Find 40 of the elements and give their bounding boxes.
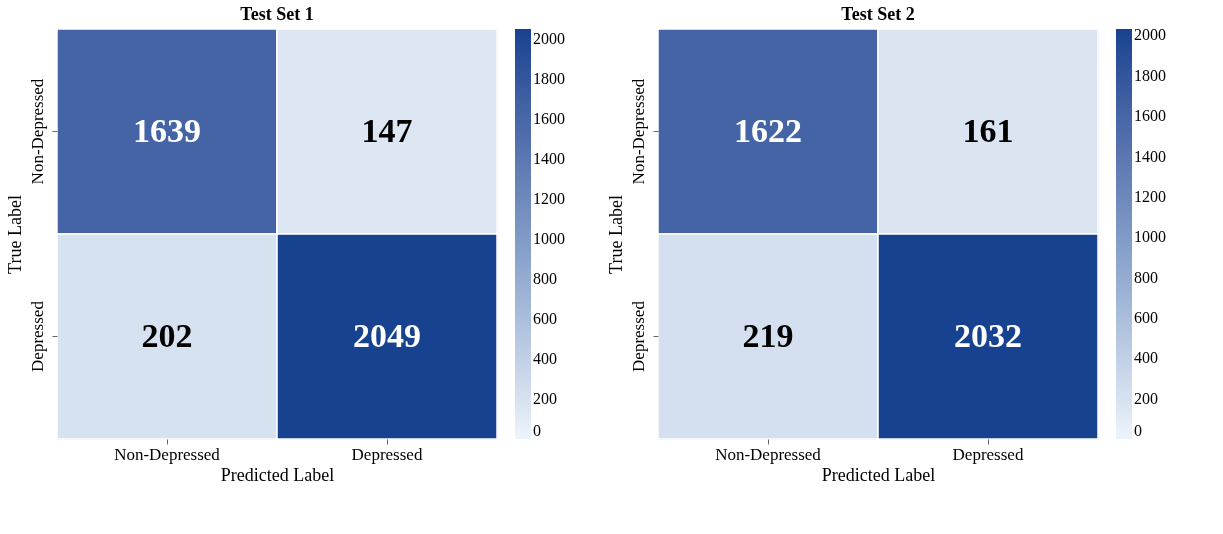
color-bar-label: 400 <box>1134 349 1158 367</box>
color-bar-label: 0 <box>533 422 541 439</box>
color-bar-label: 0 <box>1134 422 1142 439</box>
x-tick-label: Depressed <box>952 444 1024 464</box>
x-axis-title: Predicted Label <box>220 464 335 485</box>
x-tick-label: Non-Depressed <box>715 444 822 464</box>
data-label: 147 <box>361 111 413 149</box>
x-tick-label: Non-Depressed <box>114 444 221 464</box>
chart-title: Test Set 1 <box>240 4 314 25</box>
color-bar-label: 600 <box>533 309 557 327</box>
y-axis-title: True Label <box>4 195 25 274</box>
color-bar-label: 800 <box>533 269 557 287</box>
color-bar-label: 800 <box>1134 268 1158 286</box>
color-bar-label: 2000 <box>1134 26 1166 44</box>
color-bar-label: 1200 <box>1134 187 1166 205</box>
x-axis-title: Predicted Label <box>821 464 936 485</box>
data-label: 2032 <box>954 316 1022 354</box>
color-bar-label: 1400 <box>1134 147 1166 165</box>
color-bar-label: 1600 <box>533 109 565 127</box>
color-bar-label: 1000 <box>1134 228 1166 246</box>
color-bar-label: 1000 <box>533 229 565 247</box>
data-label: 219 <box>742 316 794 354</box>
y-axis-title: True Label <box>605 195 626 274</box>
color-bar-label: 1600 <box>1134 107 1166 125</box>
color-bar-label: 2000 <box>533 29 565 47</box>
color-bar-label: 200 <box>1134 389 1158 407</box>
color-bar-label: 1800 <box>1134 66 1166 84</box>
color-bar-label: 200 <box>533 389 557 407</box>
color-bar-label: 1800 <box>533 69 565 87</box>
color-bar-label: 1400 <box>533 149 565 167</box>
color-bar-label: 400 <box>533 349 557 367</box>
data-label: 2049 <box>353 316 421 354</box>
data-label: 1622 <box>734 111 802 149</box>
color-bar-label: 1200 <box>533 189 565 207</box>
x-tick-label: Depressed <box>351 444 423 464</box>
color-bar-label: 600 <box>1134 308 1158 326</box>
data-label: 1639 <box>133 111 201 149</box>
data-label: 202 <box>141 316 193 354</box>
chart-title: Test Set 2 <box>841 4 915 25</box>
data-label: 161 <box>962 111 1014 149</box>
